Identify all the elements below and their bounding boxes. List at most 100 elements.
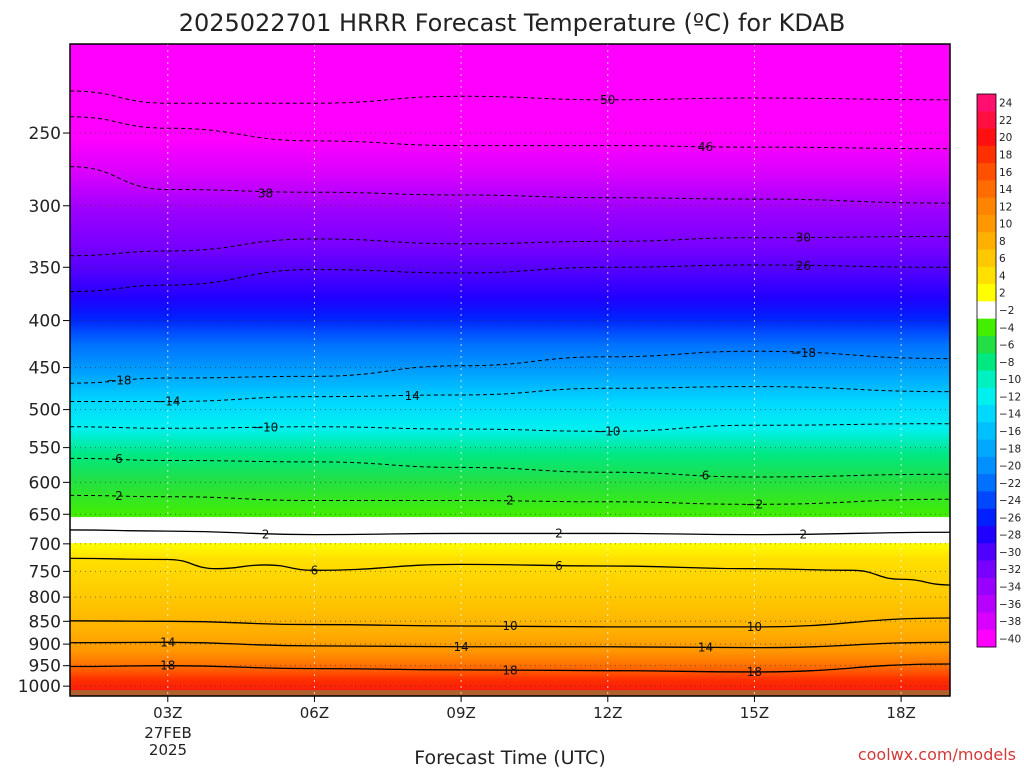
isotherm-line	[70, 557, 950, 586]
colorbar-swatch	[977, 370, 996, 389]
colorbar-label: −38	[999, 616, 1021, 628]
isotherm-line	[70, 529, 950, 536]
y-tick-label: 600	[29, 473, 61, 493]
isotherm-line	[70, 264, 950, 293]
colorbar-label: 16	[999, 167, 1013, 179]
x-tick-label: 15Z	[740, 704, 769, 722]
y-tick-label: 250	[29, 124, 61, 144]
colorbar-swatch	[977, 163, 996, 181]
contour-label: 10	[502, 619, 517, 633]
colorbar-swatch	[977, 111, 996, 129]
colorbar-swatch	[977, 405, 996, 423]
colorbar-label: −26	[999, 512, 1021, 524]
colorbar-label: −14	[999, 409, 1021, 421]
x-tick-label: 03Z	[153, 704, 182, 722]
x-tick-label: 06Z	[300, 704, 329, 722]
contour-label: 2	[262, 528, 270, 542]
colorbar-label: −24	[999, 495, 1021, 507]
isotherm-line	[70, 457, 950, 478]
colorbar-swatch	[977, 439, 996, 458]
isotherm-line	[70, 494, 950, 505]
contour-label: 6	[555, 559, 563, 573]
y-tick-label: 350	[29, 258, 61, 278]
x-tick-label: 18Z	[886, 704, 915, 722]
isotherm-line	[70, 386, 950, 403]
contour-label: 2	[506, 494, 514, 508]
colorbar-swatch	[977, 422, 996, 441]
colorbar-swatch	[977, 629, 996, 648]
isotherm-line	[70, 663, 950, 673]
colorbar-label: 6	[999, 253, 1006, 265]
colorbar-swatch	[977, 180, 996, 199]
colorbar-swatch	[977, 560, 996, 579]
colorbar-swatch	[977, 266, 996, 285]
contour-label: 6	[115, 452, 123, 466]
colorbar-label: 24	[999, 98, 1013, 110]
colorbar-label: −40	[999, 633, 1021, 645]
colorbar-swatch	[977, 353, 996, 371]
temperature-field	[70, 44, 950, 696]
contour-label: 50	[600, 93, 615, 107]
colorbar-swatch	[977, 214, 996, 233]
contour-label: −18	[106, 374, 131, 388]
pressure-axis: 250 300 350 400 450 500 550 600 650 700 750 800 850 9…	[18, 124, 70, 697]
colorbar-label: 22	[999, 115, 1012, 127]
isotherm-line	[70, 90, 950, 104]
colorbar-label: −4	[999, 322, 1015, 334]
surface-ground	[70, 690, 950, 696]
contour-label: 14	[698, 641, 713, 655]
y-tick-label: 650	[29, 505, 61, 525]
colorbar-label: −32	[999, 564, 1021, 576]
contour-label: −18	[791, 346, 816, 360]
x-axis-title: Forecast Time (UTC)	[414, 747, 605, 768]
contour-label: 14	[160, 635, 175, 649]
colorbar-swatch	[977, 301, 996, 320]
contour-label: 2	[115, 489, 123, 503]
colorbar-label: −8	[999, 357, 1014, 369]
y-tick-label: 550	[29, 439, 61, 459]
colorbar-label: 2	[999, 288, 1006, 300]
colorbar-swatch	[977, 543, 996, 561]
colorbar-label: −6	[999, 340, 1015, 352]
colorbar-swatch	[977, 145, 996, 164]
credit-link[interactable]: coolwx.com/models	[858, 745, 1016, 764]
time-axis: 03Z 06Z 09Z 12Z 15Z 18Z	[153, 696, 916, 722]
isotherm-line	[70, 423, 950, 432]
contour-label: 18	[747, 665, 762, 679]
y-tick-label: 1000	[18, 677, 61, 697]
colorbar-swatch	[977, 284, 996, 302]
y-tick-label: 500	[29, 401, 61, 421]
colorbar-label: −18	[999, 443, 1021, 455]
colorbar-label: −12	[999, 391, 1021, 403]
grid-lines	[70, 44, 950, 696]
colorbar-label: 12	[999, 201, 1012, 213]
colorbar-swatch	[977, 456, 996, 475]
colorbar-swatch	[977, 474, 996, 492]
colorbar-swatch	[977, 612, 996, 631]
contour-label: −2	[746, 497, 764, 511]
x-tick-label: 12Z	[593, 704, 622, 722]
colorbar-label: −30	[999, 547, 1021, 559]
colorbar-label: −36	[999, 599, 1021, 611]
y-tick-label: 700	[29, 535, 61, 555]
contour-label: 18	[502, 663, 517, 677]
colorbar-label: 10	[999, 219, 1012, 231]
colorbar-label: 20	[999, 132, 1012, 144]
colorbar-swatch	[977, 526, 996, 544]
contour-label: 38	[258, 187, 273, 201]
colorbar-label: 18	[999, 149, 1012, 161]
y-tick-label: 750	[29, 562, 61, 582]
contour-label: 2	[555, 526, 563, 540]
contour-label: 30	[796, 231, 811, 245]
colorbar-swatch	[977, 387, 996, 406]
isotherm-line	[70, 235, 950, 257]
y-tick-label: 400	[29, 312, 61, 332]
colorbar-swatch	[977, 577, 996, 596]
contour-label: 46	[698, 140, 713, 154]
y-tick-label: 800	[29, 588, 61, 608]
contour-label: −14	[155, 395, 180, 409]
chart-title: 2025022701 HRRR Forecast Temperature (ºC…	[179, 9, 846, 37]
